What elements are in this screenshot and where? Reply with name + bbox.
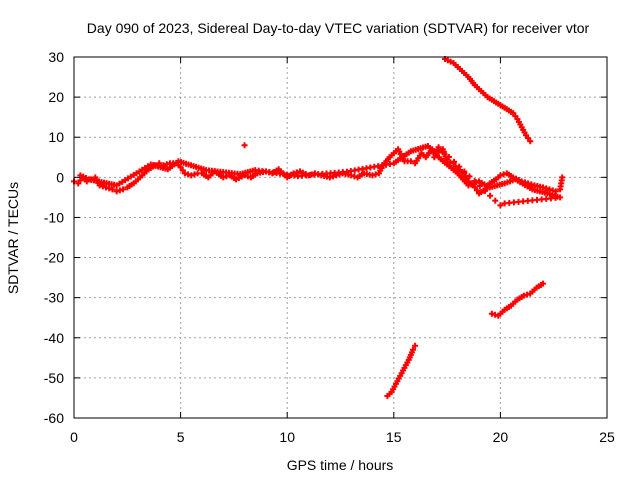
series-isolated-point bbox=[241, 142, 248, 149]
data-point bbox=[471, 184, 478, 191]
data-point bbox=[461, 168, 468, 175]
y-tick-label: 0 bbox=[56, 169, 64, 185]
data-point bbox=[501, 200, 508, 207]
data-point bbox=[156, 160, 163, 167]
y-tick-label: 10 bbox=[48, 129, 64, 145]
x-tick-label: 10 bbox=[279, 429, 295, 445]
data-point bbox=[185, 171, 192, 178]
data-point bbox=[487, 192, 494, 199]
data-point bbox=[77, 177, 84, 184]
data-point bbox=[188, 172, 195, 179]
data-point bbox=[330, 173, 337, 180]
x-tick-label: 5 bbox=[177, 429, 185, 445]
data-point bbox=[527, 138, 534, 145]
data-point bbox=[528, 181, 535, 188]
data-point bbox=[525, 135, 532, 142]
plot-area-frame bbox=[73, 56, 608, 419]
y-tick-label: -60 bbox=[44, 410, 64, 426]
data-point bbox=[120, 186, 127, 193]
series-lower-right-arc bbox=[488, 280, 547, 319]
data-point bbox=[369, 172, 376, 179]
data-point bbox=[520, 292, 527, 299]
series-bottom-rising-arc bbox=[384, 342, 419, 399]
data-series bbox=[71, 56, 566, 399]
data-point bbox=[75, 180, 82, 187]
data-point bbox=[481, 187, 488, 194]
data-point bbox=[510, 110, 517, 117]
axis-ticks: 0 5 10 15 20 25 -60 -50 -40 -30 -20 -10 0 10 20 30 bbox=[44, 49, 615, 445]
data-point bbox=[451, 158, 458, 165]
data-point bbox=[407, 158, 414, 165]
data-point bbox=[466, 173, 473, 180]
data-point bbox=[116, 187, 123, 194]
data-point bbox=[293, 169, 300, 176]
data-point bbox=[220, 174, 227, 181]
data-point bbox=[492, 197, 499, 204]
data-point bbox=[241, 142, 248, 149]
data-point bbox=[440, 149, 447, 156]
data-point bbox=[109, 186, 116, 193]
y-axis-label: SDTVAR / TECUs bbox=[5, 182, 21, 294]
data-point bbox=[409, 346, 416, 353]
series-secondary-band bbox=[77, 143, 564, 209]
data-point bbox=[99, 183, 106, 190]
data-point bbox=[524, 291, 531, 298]
data-point bbox=[177, 164, 184, 171]
data-point bbox=[163, 161, 170, 168]
data-point bbox=[540, 280, 547, 287]
data-point bbox=[500, 171, 507, 178]
data-point bbox=[473, 187, 480, 194]
data-point bbox=[431, 154, 438, 161]
data-point bbox=[492, 311, 499, 318]
data-point bbox=[181, 170, 188, 177]
data-point bbox=[113, 188, 120, 195]
x-tick-label: 20 bbox=[493, 429, 509, 445]
y-tick-label: -20 bbox=[44, 250, 64, 266]
y-tick-label: -30 bbox=[44, 290, 64, 306]
data-point bbox=[543, 185, 550, 192]
data-point bbox=[497, 202, 504, 209]
y-tick-label: -10 bbox=[44, 209, 64, 225]
data-point bbox=[191, 171, 198, 178]
x-tick-label: 15 bbox=[386, 429, 402, 445]
data-point bbox=[372, 171, 379, 178]
x-axis-label: GPS time / hours bbox=[287, 457, 394, 473]
grid-lines bbox=[74, 57, 607, 418]
data-point bbox=[512, 113, 519, 120]
data-point bbox=[445, 153, 452, 160]
data-point bbox=[351, 173, 358, 180]
x-tick-label: 25 bbox=[599, 429, 615, 445]
data-point bbox=[497, 172, 504, 179]
data-point bbox=[456, 163, 463, 170]
y-tick-label: 20 bbox=[48, 89, 64, 105]
data-point bbox=[471, 178, 478, 185]
chart-title: Day 090 of 2023, Sidereal Day-to-day VTE… bbox=[87, 20, 590, 36]
x-tick-label: 0 bbox=[70, 429, 78, 445]
data-point bbox=[522, 132, 529, 139]
y-tick-label: -40 bbox=[44, 330, 64, 346]
data-point bbox=[412, 342, 419, 349]
data-point bbox=[179, 167, 186, 174]
y-tick-label: 30 bbox=[48, 49, 64, 65]
data-point bbox=[476, 183, 483, 190]
data-point bbox=[488, 310, 495, 317]
series-upper-descending-arc bbox=[441, 56, 534, 145]
y-tick-label: -50 bbox=[44, 370, 64, 386]
data-point bbox=[559, 174, 566, 181]
